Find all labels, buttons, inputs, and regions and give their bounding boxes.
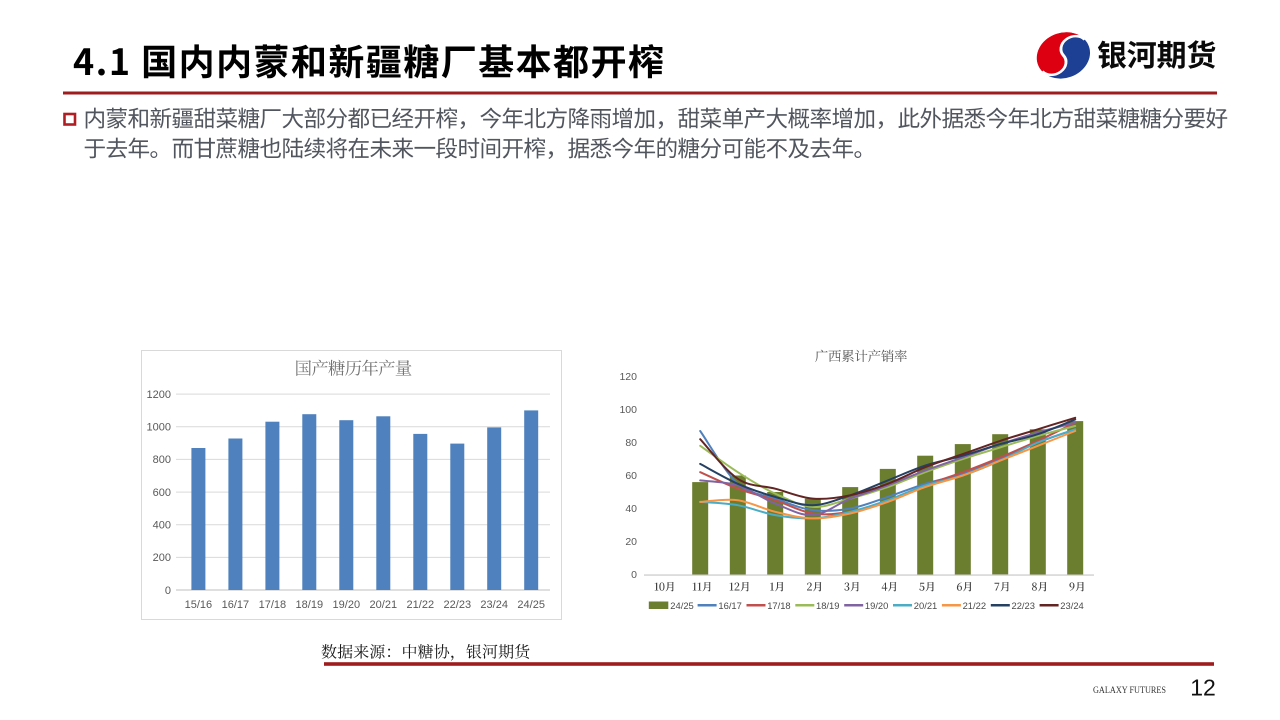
svg-text:22/23: 22/23 bbox=[1012, 600, 1035, 611]
svg-text:16/17: 16/17 bbox=[718, 600, 741, 611]
svg-text:60: 60 bbox=[625, 470, 637, 482]
svg-text:23/24: 23/24 bbox=[480, 599, 508, 611]
svg-text:200: 200 bbox=[153, 552, 171, 564]
svg-text:0: 0 bbox=[165, 585, 171, 597]
svg-text:800: 800 bbox=[153, 454, 171, 466]
svg-text:15/16: 15/16 bbox=[185, 599, 213, 611]
svg-text:19/20: 19/20 bbox=[333, 599, 361, 611]
svg-text:40: 40 bbox=[625, 503, 637, 515]
svg-text:1200: 1200 bbox=[147, 389, 171, 401]
svg-text:23/24: 23/24 bbox=[1060, 600, 1083, 611]
svg-text:120: 120 bbox=[619, 371, 637, 383]
svg-text:600: 600 bbox=[153, 487, 171, 499]
svg-text:24/25: 24/25 bbox=[517, 599, 545, 611]
svg-text:20: 20 bbox=[625, 536, 637, 548]
svg-text:80: 80 bbox=[625, 437, 637, 449]
svg-text:18/19: 18/19 bbox=[816, 600, 839, 611]
svg-text:17/18: 17/18 bbox=[259, 599, 287, 611]
svg-text:17/18: 17/18 bbox=[767, 600, 790, 611]
svg-text:21/22: 21/22 bbox=[963, 600, 986, 611]
svg-text:0: 0 bbox=[631, 569, 637, 581]
svg-text:24/25: 24/25 bbox=[670, 600, 693, 611]
svg-text:18/19: 18/19 bbox=[296, 599, 324, 611]
svg-text:GALAXY FUTURES: GALAXY FUTURES bbox=[1093, 685, 1166, 696]
svg-text:16/17: 16/17 bbox=[222, 599, 250, 611]
svg-text:19/20: 19/20 bbox=[865, 600, 888, 611]
svg-text:22/23: 22/23 bbox=[444, 599, 472, 611]
svg-text:100: 100 bbox=[619, 404, 637, 416]
svg-text:20/21: 20/21 bbox=[914, 600, 937, 611]
svg-text:12: 12 bbox=[1190, 675, 1216, 701]
svg-text:21/22: 21/22 bbox=[407, 599, 435, 611]
svg-text:20/21: 20/21 bbox=[370, 599, 398, 611]
svg-text:1000: 1000 bbox=[147, 422, 171, 434]
svg-text:400: 400 bbox=[153, 520, 171, 532]
